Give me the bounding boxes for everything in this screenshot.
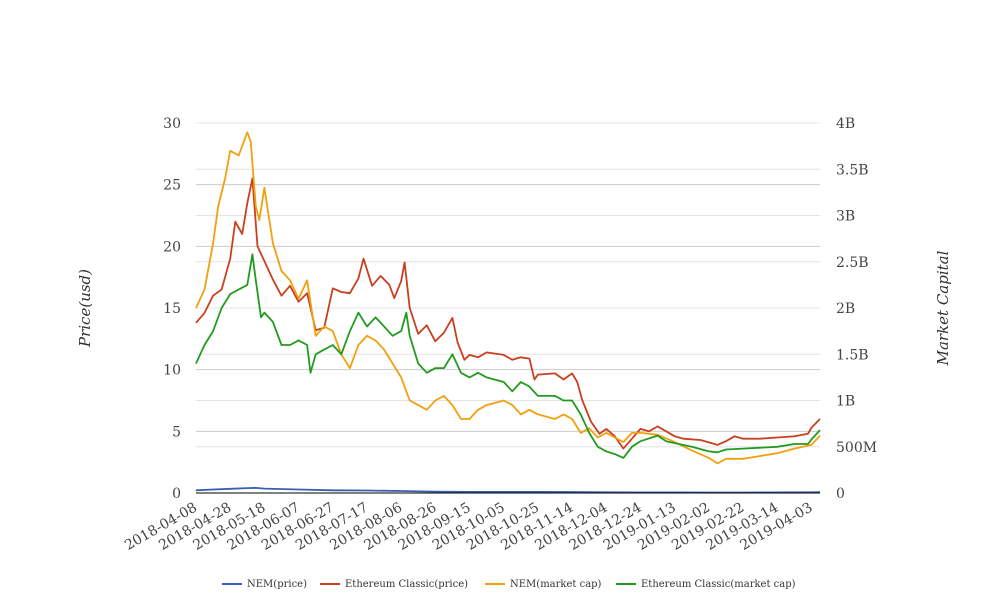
left-tick-label: 5	[172, 424, 181, 440]
right-tick-label: 2B	[836, 301, 855, 317]
series-line-1	[195, 177, 821, 450]
left-axis-title: Price(usd)	[76, 269, 94, 348]
legend-label: NEM(market cap)	[510, 579, 602, 590]
left-y-ticks: 0 5 10 15 20 25 30	[163, 116, 181, 502]
right-tick-label: 4B	[836, 116, 855, 132]
right-tick-label: 1B	[836, 394, 855, 410]
series-layer	[195, 131, 821, 494]
left-tick-label: 20	[163, 239, 181, 255]
legend-label: Ethereum Classic(market cap)	[641, 579, 796, 590]
legend-label: Ethereum Classic(price)	[345, 579, 468, 590]
left-tick-label: 30	[163, 116, 181, 132]
right-tick-label: 0	[836, 486, 845, 502]
legend: NEM(price) Ethereum Classic(price) NEM(mar…	[222, 579, 796, 590]
right-tick-label: 1.5B	[836, 347, 869, 363]
grid	[196, 122, 820, 448]
right-tick-label: 500M	[836, 440, 877, 456]
left-tick-label: 0	[172, 486, 181, 502]
left-tick-label: 10	[163, 363, 181, 379]
x-ticks: 2018-04-082018-04-282018-05-182018-06-07…	[122, 500, 815, 554]
right-tick-label: 3.5B	[836, 162, 869, 178]
right-y-ticks: 0 500M 1B 1.5B 2B 2.5B 3B 3.5B 4B	[836, 116, 877, 502]
series-line-0	[195, 487, 821, 494]
left-tick-label: 25	[163, 178, 181, 194]
legend-label: NEM(price)	[247, 579, 307, 590]
right-tick-label: 2.5B	[836, 255, 869, 271]
series-line-2	[195, 131, 821, 465]
left-tick-label: 15	[163, 301, 181, 317]
right-axis-title: Market Capital	[934, 250, 952, 366]
right-tick-label: 3B	[836, 209, 855, 225]
series-line-3	[195, 253, 821, 459]
